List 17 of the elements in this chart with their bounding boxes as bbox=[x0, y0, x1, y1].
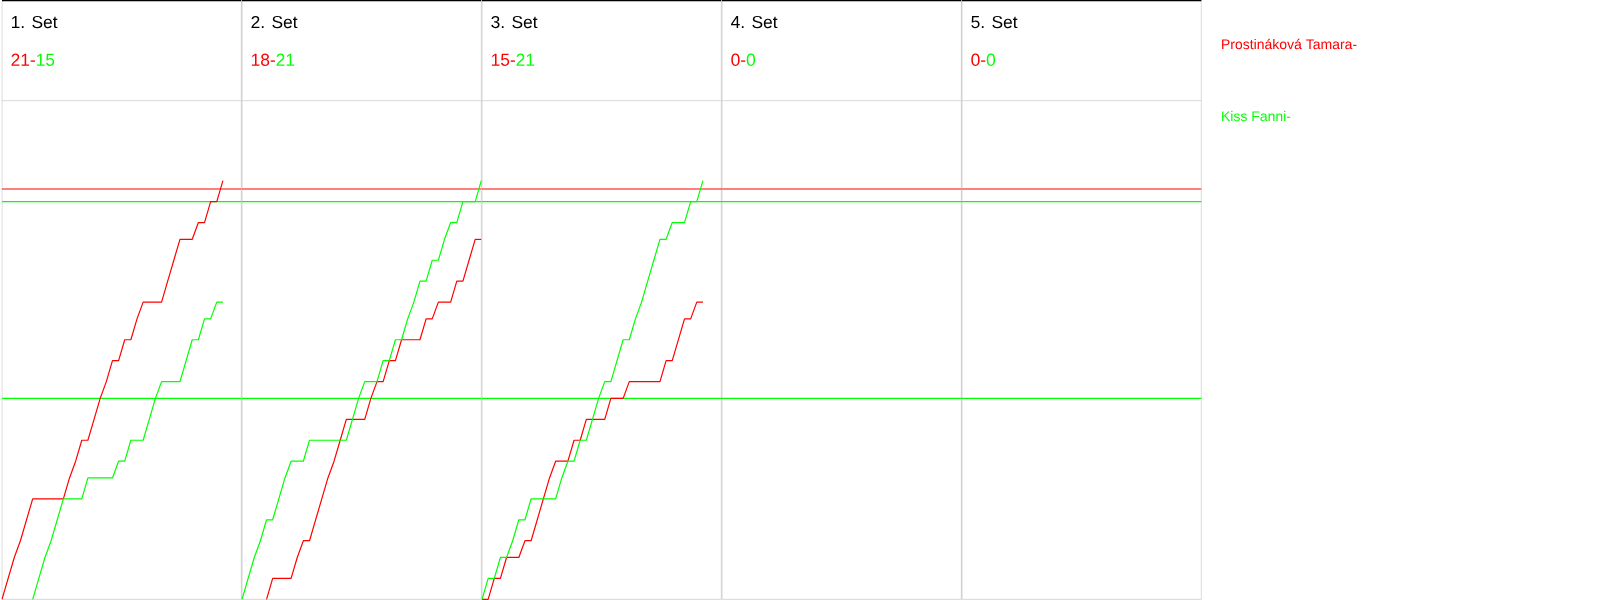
text: 21 bbox=[516, 53, 535, 66]
text: 18- bbox=[251, 53, 275, 66]
text: 15 bbox=[37, 53, 55, 66]
text: 0 bbox=[746, 53, 756, 66]
text: 15- bbox=[491, 53, 515, 66]
text: 21- bbox=[11, 53, 35, 66]
text: 0- bbox=[971, 53, 986, 66]
text: 0 bbox=[986, 53, 996, 66]
text: Kiss Fanni- bbox=[1222, 110, 1291, 122]
text: 21 bbox=[276, 53, 295, 66]
chart-title: 1. Set bbox=[11, 15, 58, 29]
text: 0- bbox=[731, 53, 746, 66]
chart-title: 3. Set bbox=[491, 15, 538, 29]
text: 4. Set bbox=[731, 15, 778, 29]
text: 5. Set bbox=[971, 15, 1018, 29]
text: Prostináková Tamara- bbox=[1222, 38, 1357, 50]
chart-title: 2. Set bbox=[251, 15, 298, 29]
